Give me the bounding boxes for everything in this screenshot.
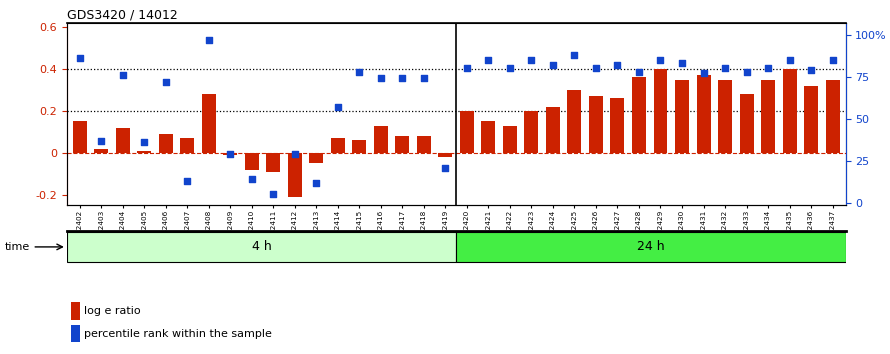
Bar (653, 69, 668, 153)
Bar (310, 153, 323, 164)
Point (718, 65, 732, 71)
Bar (223, 153, 238, 155)
Bar (331, 138, 344, 153)
Bar (568, 90, 581, 153)
Bar (70, 325, 80, 342)
Text: time: time (5, 242, 30, 252)
Point (94, 138, 109, 143)
Bar (740, 94, 754, 153)
Bar (245, 153, 259, 170)
Bar (503, 126, 517, 153)
Point (825, 57, 839, 63)
Text: log e ratio: log e ratio (84, 306, 141, 316)
Point (438, 165, 452, 170)
Point (180, 178, 194, 184)
Point (158, 79, 173, 85)
Point (740, 69, 754, 75)
Point (460, 65, 474, 71)
Bar (611, 98, 625, 153)
Bar (804, 86, 818, 153)
Text: 4 h: 4 h (252, 240, 271, 253)
Point (116, 72, 130, 78)
Bar (589, 96, 603, 153)
Point (245, 176, 259, 182)
Bar (70, 302, 80, 320)
Bar (632, 78, 646, 153)
Bar (73, 121, 86, 153)
Bar (457, 232, 846, 262)
Point (309, 180, 323, 185)
Point (503, 65, 517, 71)
Point (632, 69, 646, 75)
Point (395, 76, 409, 81)
Point (481, 57, 496, 63)
Bar (460, 111, 473, 153)
Bar (481, 121, 496, 153)
Point (675, 61, 689, 66)
Point (589, 65, 603, 71)
Bar (439, 153, 452, 157)
Point (804, 67, 818, 73)
Point (611, 62, 625, 68)
Point (137, 139, 151, 145)
Bar (202, 94, 215, 153)
Point (696, 70, 710, 76)
Point (417, 76, 431, 81)
Bar (782, 69, 797, 153)
Bar (826, 80, 839, 153)
Bar (395, 136, 409, 153)
Point (352, 69, 367, 75)
Bar (352, 140, 367, 153)
Bar (181, 138, 194, 153)
Point (202, 37, 216, 42)
Point (653, 57, 668, 63)
Point (546, 62, 560, 68)
Bar (718, 80, 732, 153)
Bar (675, 80, 689, 153)
Bar (67, 232, 457, 262)
Bar (546, 107, 560, 153)
Bar (287, 153, 302, 197)
Point (223, 151, 238, 157)
Point (374, 76, 388, 81)
Point (761, 65, 775, 71)
Point (524, 57, 538, 63)
Bar (374, 126, 388, 153)
Bar (94, 149, 109, 153)
Bar (158, 134, 173, 153)
Point (782, 57, 797, 63)
Bar (137, 151, 151, 153)
Point (287, 151, 302, 157)
Bar (116, 128, 130, 153)
Point (331, 104, 345, 110)
Text: 24 h: 24 h (637, 240, 665, 253)
Bar (266, 153, 280, 172)
Bar (524, 111, 538, 153)
Bar (417, 136, 431, 153)
Point (567, 52, 581, 58)
Bar (697, 75, 710, 153)
Point (266, 192, 280, 197)
Bar (761, 80, 775, 153)
Point (73, 56, 87, 61)
Text: percentile rank within the sample: percentile rank within the sample (84, 329, 271, 338)
Text: GDS3420 / 14012: GDS3420 / 14012 (67, 9, 177, 22)
